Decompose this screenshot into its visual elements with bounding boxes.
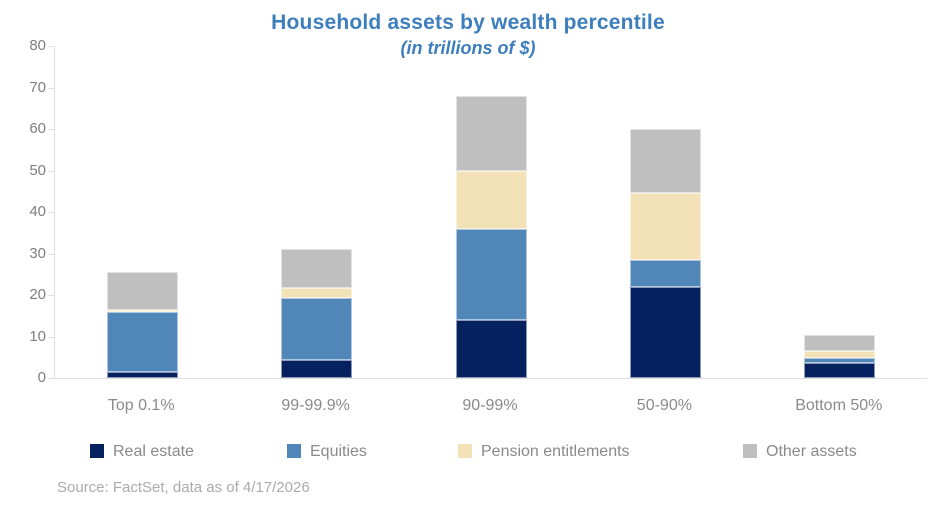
bar-segment	[281, 298, 353, 361]
legend-item: Equities	[287, 443, 367, 460]
y-tick-label: 50	[29, 161, 46, 179]
y-tick-mark	[48, 378, 55, 379]
chart-title: Household assets by wealth percentile	[271, 11, 665, 34]
y-tick-label: 30	[29, 244, 46, 262]
y-tick-mark	[48, 87, 55, 89]
x-category-label: 90-99%	[462, 397, 518, 414]
y-tick-mark	[48, 253, 55, 255]
legend-label: Pension entitlements	[481, 443, 630, 460]
bar-segment	[455, 170, 527, 230]
legend-label: Real estate	[113, 443, 194, 460]
y-tick-mark	[48, 295, 55, 296]
source-note: Source: FactSet, data as of 4/17/2026	[57, 479, 310, 496]
bar-segment	[455, 319, 527, 378]
x-category-label: 50-90%	[636, 397, 692, 414]
y-tick-mark	[48, 46, 55, 47]
legend-swatch	[90, 444, 104, 458]
bar-segment	[106, 311, 178, 372]
legend-item: Real estate	[90, 443, 194, 460]
bar-segment	[804, 358, 876, 364]
legend-item: Pension entitlements	[458, 443, 630, 460]
y-tick-mark	[48, 212, 55, 213]
bar-segment	[106, 371, 178, 378]
bar-segment	[804, 363, 876, 378]
x-category-label: Bottom 50%	[795, 397, 883, 414]
bar-segment	[455, 95, 527, 171]
x-category-label: Top 0.1%	[107, 397, 175, 414]
bar-segment	[804, 335, 876, 352]
bar-segment	[106, 272, 178, 310]
y-tick-mark	[48, 336, 55, 338]
legend-swatch	[458, 444, 472, 458]
legend-item: Other assets	[743, 443, 857, 460]
bar-segment	[281, 360, 353, 378]
legend-swatch	[743, 444, 757, 458]
y-tick-mark	[48, 170, 55, 172]
legend-label: Equities	[310, 443, 367, 460]
plot-area	[54, 46, 927, 379]
legend-label: Other assets	[766, 443, 857, 460]
chart-subtitle: (in trillions of $)	[400, 38, 536, 58]
y-tick-label: 20	[29, 286, 46, 303]
y-tick-label: 0	[37, 369, 46, 386]
y-tick-label: 70	[29, 78, 46, 96]
bar-segment	[629, 259, 701, 287]
bar-segment	[106, 309, 178, 312]
bar-segment	[281, 287, 353, 299]
x-category-label: 99-99.9%	[281, 397, 350, 414]
y-tick-mark	[48, 129, 55, 130]
bar-segment	[629, 128, 701, 193]
bar-segment	[281, 248, 353, 288]
y-tick-label: 60	[29, 120, 46, 137]
bar-segment	[629, 192, 701, 260]
bar-segment	[629, 286, 701, 378]
y-tick-label: 80	[29, 37, 46, 54]
y-tick-label: 40	[29, 203, 46, 220]
legend-swatch	[287, 444, 301, 458]
bar-segment	[455, 229, 527, 320]
y-tick-label: 10	[29, 327, 46, 345]
bar-segment	[804, 351, 876, 359]
